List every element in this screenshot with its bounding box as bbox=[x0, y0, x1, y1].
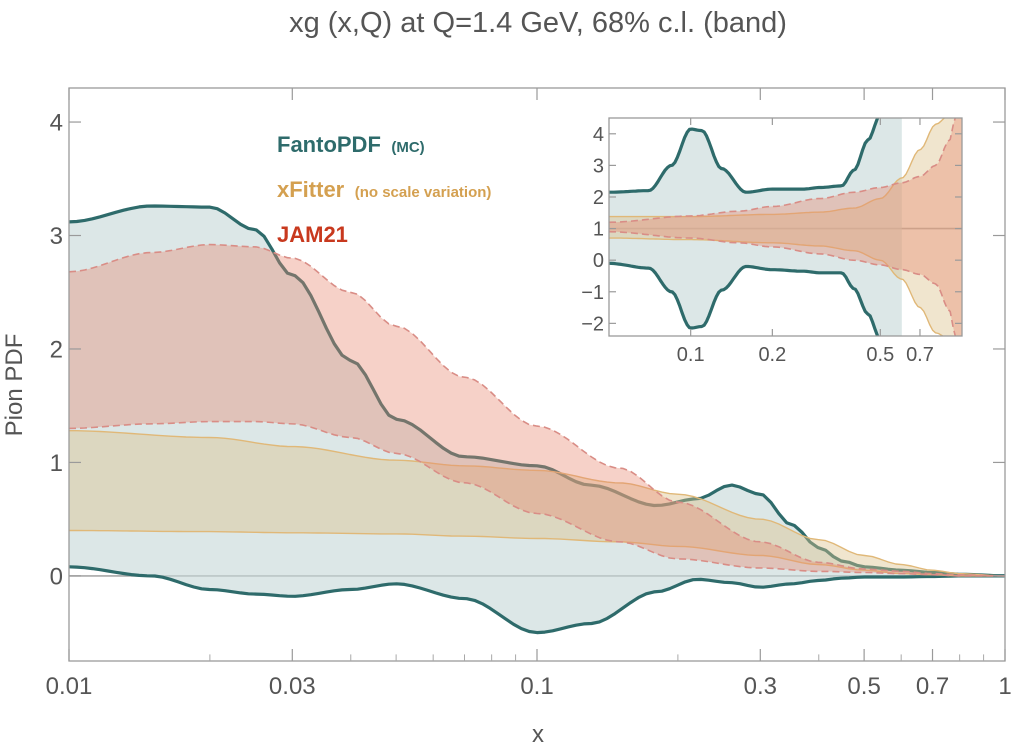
main-xfitter-upper-edge bbox=[69, 430, 1005, 577]
main-jam21-upper-edge bbox=[69, 243, 1005, 577]
main-x-tick-label: 0.1 bbox=[520, 673, 553, 700]
legend-xfitter-label: xFitter bbox=[277, 177, 345, 202]
main-x-tick-label: 0.5 bbox=[847, 673, 880, 700]
main-y-tick-label: 1 bbox=[50, 450, 63, 477]
main-jam21-lower-edge bbox=[69, 420, 1005, 577]
main-x-tick-label: 0.3 bbox=[744, 673, 777, 700]
main-fantopdf-lower-edge bbox=[69, 565, 1005, 635]
legend-fantopdf-note: (MC) bbox=[391, 139, 424, 156]
inset-bands bbox=[609, 118, 962, 336]
inset-y-tick-label: 3 bbox=[593, 155, 604, 177]
inset-x-tick-label: 0.5 bbox=[866, 344, 894, 366]
inset-plot: 0.1 0.2 0.5 0.7 −2 −1 0 1 2 3 4 bbox=[581, 117, 963, 366]
x-axis-label: x bbox=[532, 721, 544, 748]
inset-jam21-upper-edge bbox=[609, 118, 957, 224]
main-bands bbox=[69, 204, 1005, 635]
inset-y-tick-label: 0 bbox=[593, 250, 604, 272]
main-y-tick-label: 0 bbox=[50, 563, 63, 590]
inset-frame bbox=[608, 117, 963, 337]
chart-title: xg (x,Q) at Q=1.4 GeV, 68% c.l. (band) bbox=[289, 7, 787, 39]
y-axis-label: Pion PDF bbox=[1, 334, 28, 437]
inset-y-tick-label: −2 bbox=[581, 313, 604, 335]
legend-jam21-label: JAM21 bbox=[277, 222, 348, 247]
inset-y-tick-label: −1 bbox=[581, 282, 604, 304]
main-xfitter-lower-edge bbox=[69, 529, 1005, 577]
inset-xfitter-lower-edge bbox=[609, 237, 944, 336]
main-band-fantopdf bbox=[69, 206, 1005, 633]
inset-y-tick-label: 1 bbox=[593, 219, 604, 241]
main-fantopdf-upper-edge bbox=[69, 204, 1005, 578]
main-x-tick-label: 0.7 bbox=[916, 673, 949, 700]
legend-xfitter-note: (no scale variation) bbox=[355, 184, 492, 201]
inset-band-fantopdf bbox=[609, 118, 902, 336]
inset-band-xfitter bbox=[609, 118, 962, 336]
main-y-tick-label: 3 bbox=[50, 223, 63, 250]
inset-fantopdf-upper-edge bbox=[609, 118, 880, 194]
legend: FantoPDF (MC) xFitter (no scale variatio… bbox=[277, 132, 491, 247]
inset-y-tick-label: 2 bbox=[593, 187, 604, 209]
main-y-tick-label: 2 bbox=[50, 336, 63, 363]
inset-x-tick-label: 0.7 bbox=[906, 344, 934, 366]
inset-fantopdf-lower-edge bbox=[609, 261, 880, 336]
main-x-tick-label: 0.01 bbox=[46, 673, 93, 700]
main-x-tick-label: 1 bbox=[998, 673, 1011, 700]
inset-x-tick-label: 0.1 bbox=[677, 344, 705, 366]
inset-x-tick-label: 0.2 bbox=[758, 344, 786, 366]
inset-y-tick-label: 4 bbox=[593, 124, 604, 146]
legend-xfitter: xFitter (no scale variation) bbox=[277, 177, 491, 202]
main-y-tick-label: 4 bbox=[50, 109, 63, 136]
legend-fantopdf-label: FantoPDF bbox=[277, 132, 381, 157]
main-band-xfitter bbox=[69, 430, 1005, 576]
legend-fantopdf: FantoPDF (MC) bbox=[277, 132, 425, 157]
main-band-jam21 bbox=[69, 244, 1005, 576]
main-x-tick-label: 0.03 bbox=[269, 673, 316, 700]
legend-jam21: JAM21 bbox=[277, 222, 348, 247]
inset-band-jam21 bbox=[609, 118, 962, 336]
inset-jam21-lower-edge bbox=[609, 230, 957, 336]
